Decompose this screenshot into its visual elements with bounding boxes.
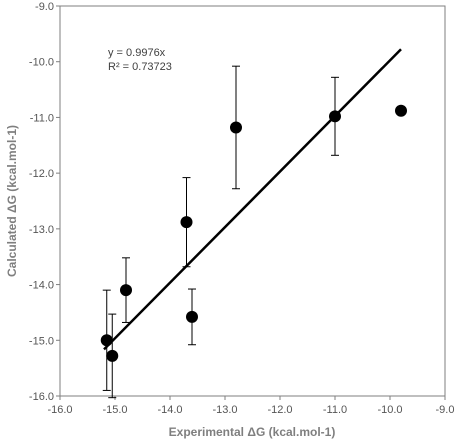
annotation-background xyxy=(104,44,180,74)
x-tick-label: -9.0 xyxy=(436,404,455,416)
y-axis-ticks: -9.0 -10.0 -11.0 -12.0 -13.0 -14.0 -15.0 -16.0 xyxy=(29,1,60,403)
data-point xyxy=(100,334,113,347)
trendline-equation: y = 0.9976x xyxy=(108,47,166,59)
x-axis-title: Experimental ΔG (kcal.mol-1) xyxy=(169,425,336,439)
data-point xyxy=(329,110,341,123)
y-tick-label: -11.0 xyxy=(30,112,54,124)
data-point xyxy=(395,104,407,117)
y-tick-label: -16.0 xyxy=(29,391,54,403)
x-tick-label: -14.0 xyxy=(157,404,182,416)
x-tick-label: -16.0 xyxy=(47,404,72,416)
x-tick-label: -10.0 xyxy=(377,404,402,416)
data-point xyxy=(180,216,193,229)
x-tick-label: -15.0 xyxy=(102,404,127,416)
y-tick-label: -13.0 xyxy=(29,224,54,236)
data-point xyxy=(230,121,242,134)
data-point xyxy=(120,284,132,297)
error-bars xyxy=(102,65,405,399)
y-tick-label: -15.0 xyxy=(29,335,54,347)
data-points xyxy=(100,104,407,362)
x-tick-label: -11.0 xyxy=(323,404,347,416)
plot-frame xyxy=(59,5,446,397)
x-tick-label: -13.0 xyxy=(212,404,237,416)
y-tick-label: -9.0 xyxy=(35,1,54,13)
data-point xyxy=(186,310,198,323)
x-tick-label: -12.0 xyxy=(267,404,292,416)
y-tick-label: -12.0 xyxy=(29,168,54,180)
trendline xyxy=(103,48,402,351)
y-tick-label: -14.0 xyxy=(29,280,54,292)
r-squared-label: R² = 0.73723 xyxy=(108,61,172,73)
y-tick-label: -10.0 xyxy=(29,57,54,69)
y-axis-title: Calculated ΔG (kcal.mol-1) xyxy=(5,125,19,277)
x-axis-ticks: -16.0 -15.0 -14.0 -13.0 -12.0 -11.0 -10.0 -9.0 xyxy=(47,396,454,416)
data-point xyxy=(106,349,119,362)
